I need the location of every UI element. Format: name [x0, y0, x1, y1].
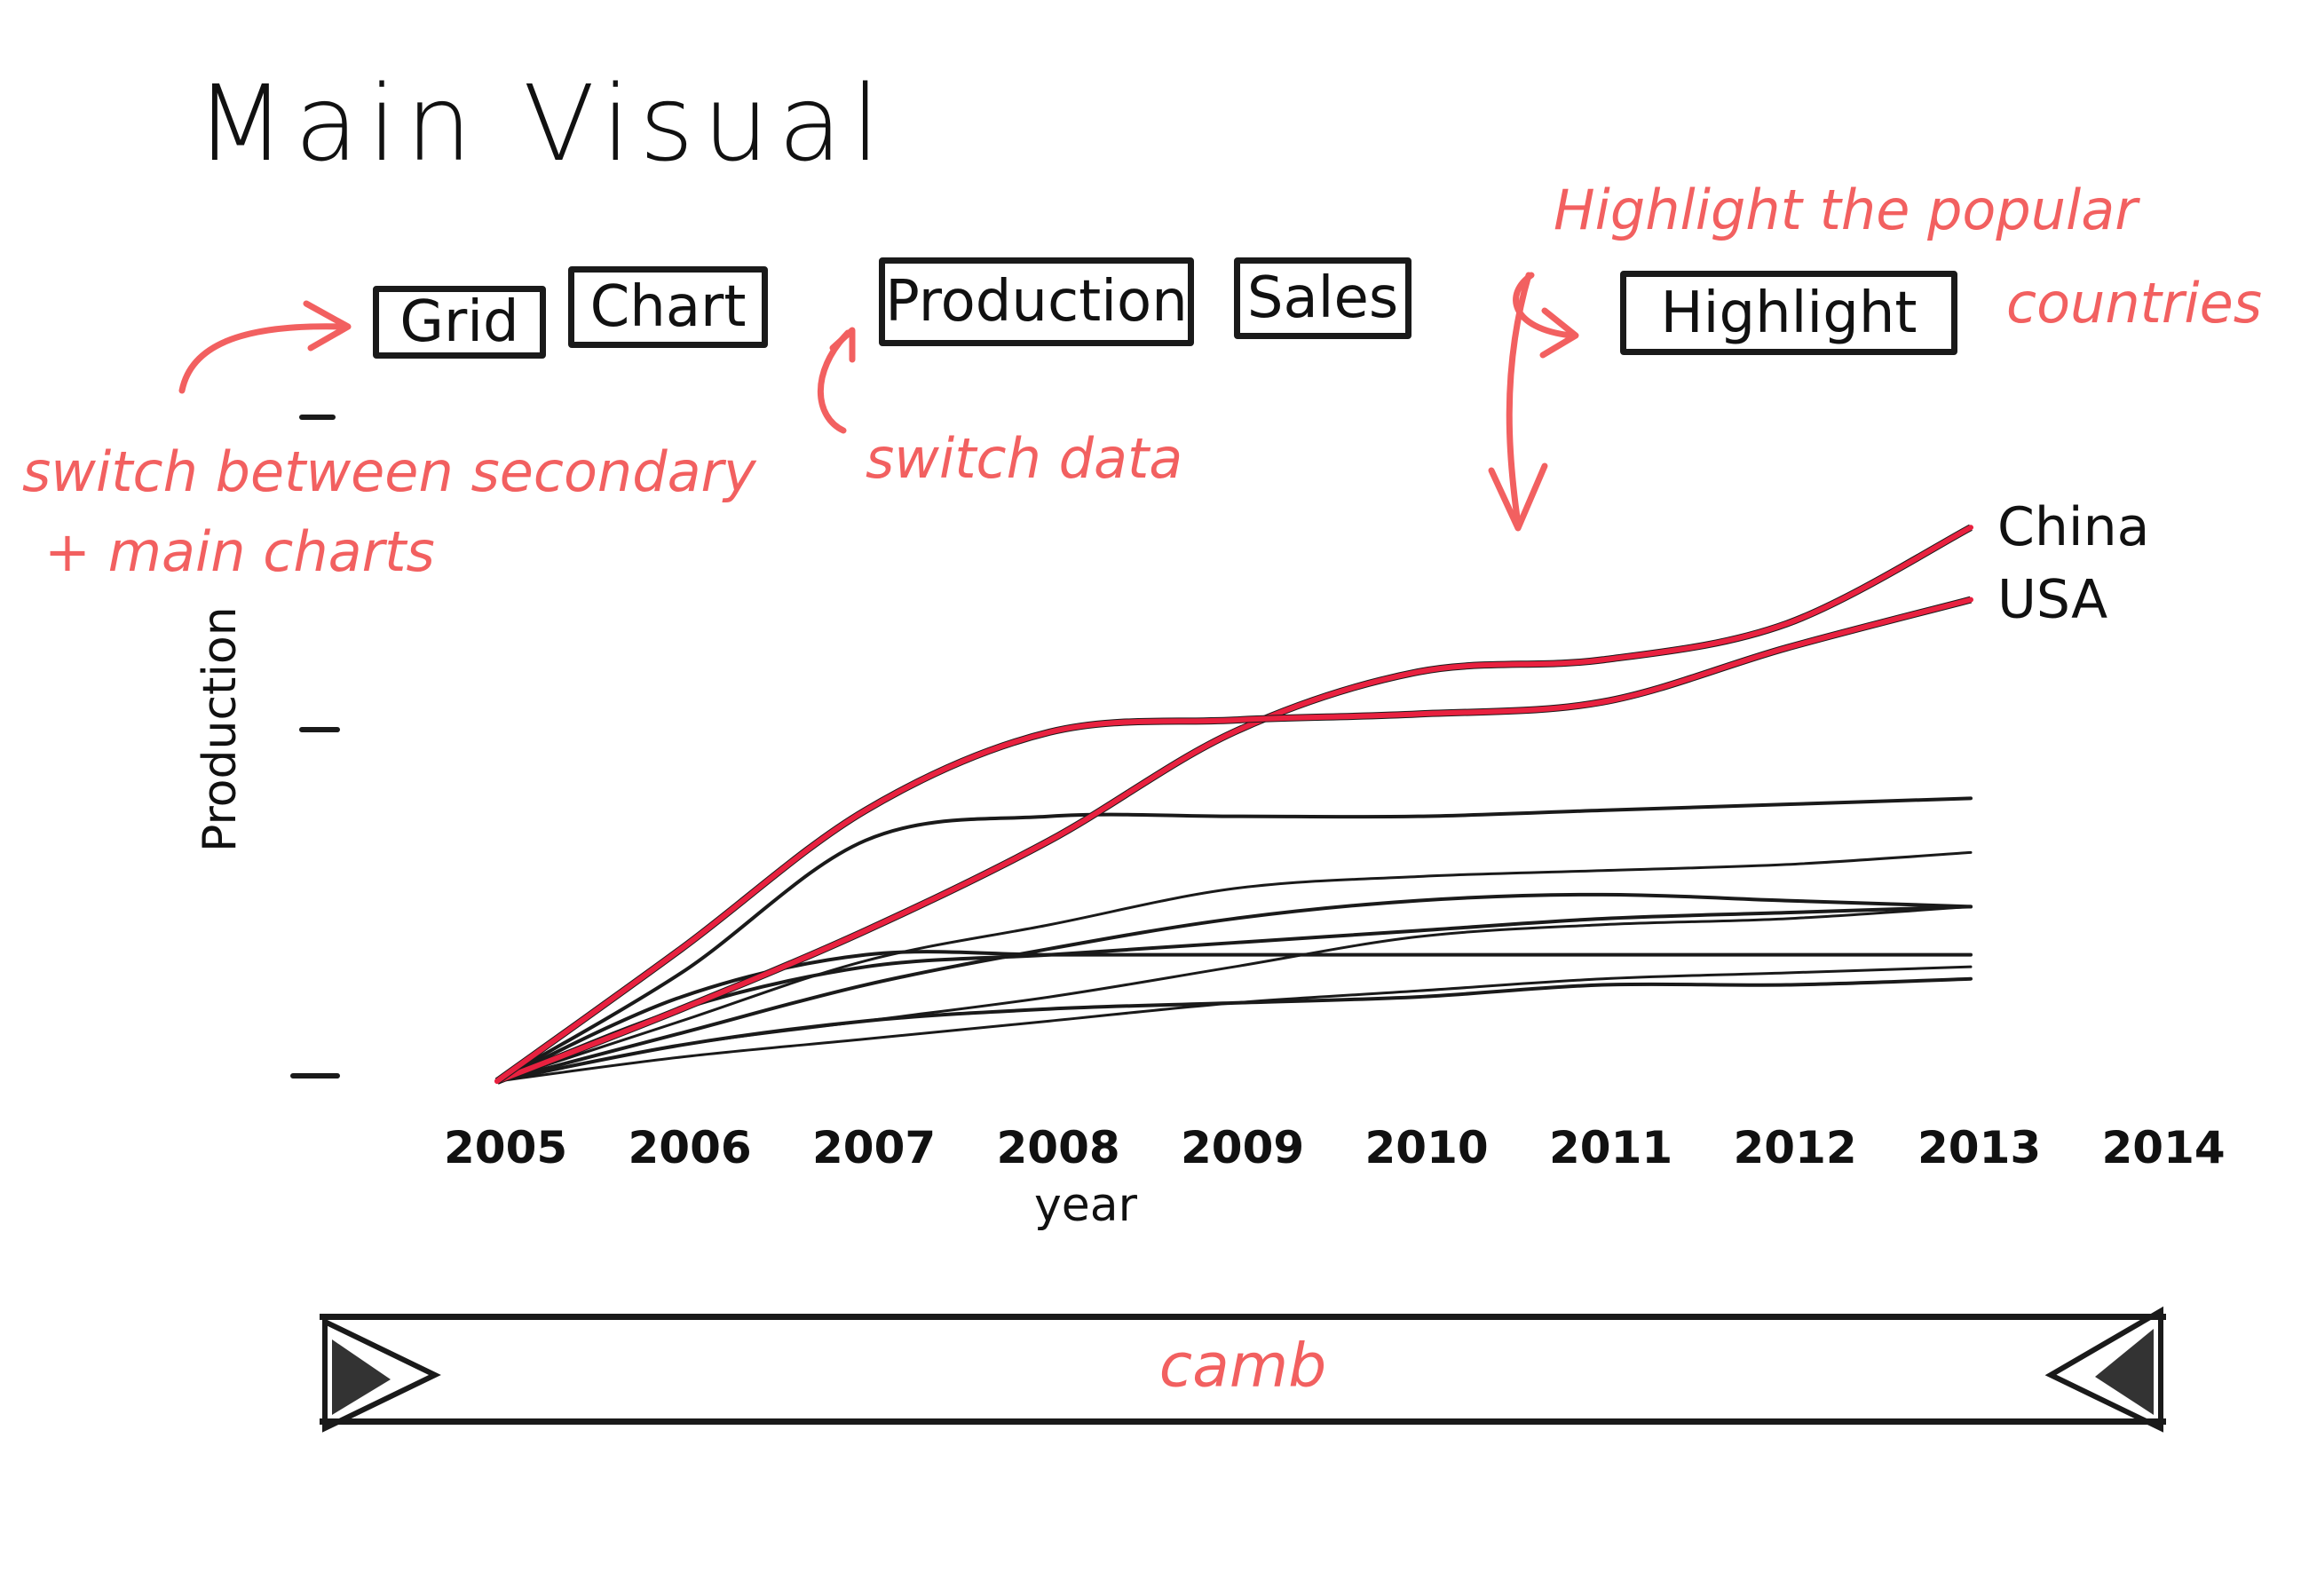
series-line-4[interactable]: [495, 892, 1973, 1083]
highlight-note-line2: countries: [2006, 271, 2263, 336]
slider-handles: [322, 1306, 2163, 1433]
arrow-to-grid: [178, 323, 345, 394]
y-axis-title: Production: [194, 606, 247, 852]
x-tick-label-2006: 2006: [629, 1122, 752, 1173]
range-slider[interactable]: camb: [320, 1306, 2166, 1433]
series-label-usa: USA: [1997, 569, 2107, 631]
highlight-note: Highlight the popular: [1554, 178, 2138, 242]
arrow-to-highlight-head: [1539, 307, 1579, 359]
chart-button[interactable]: Chart: [568, 266, 768, 348]
page-title: Main Visual: [195, 62, 890, 185]
x-tick-label-2013: 2013: [1918, 1122, 2041, 1173]
switch-data-note: switch data: [866, 426, 1183, 491]
series-line-usa[interactable]: [494, 597, 1973, 1084]
x-tick-label-2007: 2007: [812, 1122, 936, 1173]
grid-button[interactable]: Grid: [373, 286, 546, 359]
series-line-china[interactable]: [494, 525, 1973, 1084]
series-line-9[interactable]: [495, 965, 1973, 1083]
arrow-down: [1506, 272, 1532, 527]
left-handle-icon[interactable]: [322, 1317, 441, 1433]
x-tick-label-2009: 2009: [1181, 1122, 1304, 1173]
switch-charts-note-line2: + main charts: [44, 519, 435, 584]
arrow-down-head: [1488, 462, 1548, 532]
x-tick-label-2005: 2005: [444, 1122, 567, 1173]
production-button[interactable]: Production: [879, 257, 1194, 346]
series-line-5[interactable]: [495, 905, 1973, 1083]
arrow-to-production-head: [829, 327, 856, 363]
series-label-china: China: [1997, 496, 2149, 558]
x-tick-label-2011: 2011: [1549, 1122, 1672, 1173]
right-handle-icon[interactable]: [2044, 1306, 2163, 1433]
slider-label: camb: [1158, 1331, 1327, 1402]
arrow-to-grid-head: [303, 300, 352, 352]
x-tick-label-2008: 2008: [997, 1122, 1120, 1173]
series-line-7[interactable]: [495, 950, 1973, 1083]
series-line-3[interactable]: [495, 850, 1973, 1083]
sales-button[interactable]: Sales: [1234, 257, 1411, 339]
x-tick-label-2010: 2010: [1365, 1122, 1489, 1173]
highlight-button[interactable]: Highlight: [1620, 271, 1957, 355]
x-tick-label-2012: 2012: [1734, 1122, 1857, 1173]
series-line-2[interactable]: [495, 796, 1973, 1083]
switch-charts-note: switch between secondary: [22, 439, 756, 504]
x-tick-label-2014: 2014: [2102, 1122, 2226, 1173]
x-axis-title: year: [1034, 1179, 1138, 1232]
